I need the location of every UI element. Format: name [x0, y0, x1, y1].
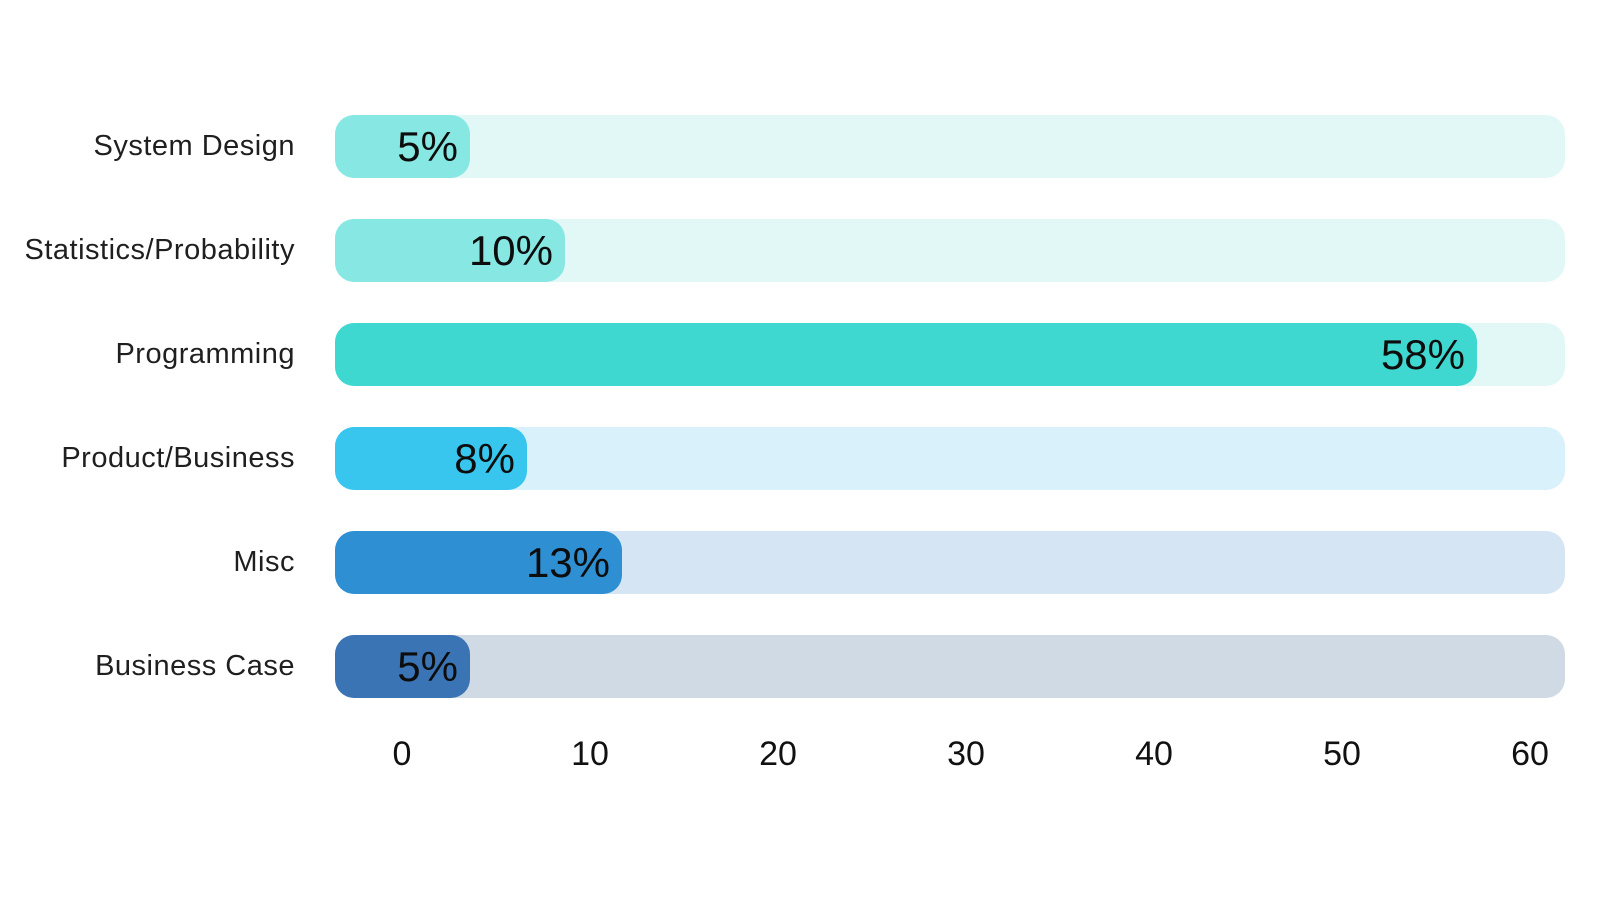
- category-label: Misc: [233, 546, 295, 578]
- bar-row: System Design 5%: [0, 115, 1565, 178]
- category-label: Statistics/Probability: [24, 234, 295, 266]
- bar-fill: 5%: [335, 635, 470, 698]
- bar-track: 5%: [335, 635, 1565, 698]
- x-axis: 0 10 20 30 40 50 60: [335, 732, 1565, 776]
- x-axis-tick-label: 40: [1135, 735, 1173, 773]
- bar-fill: 10%: [335, 219, 565, 282]
- bar-track: 13%: [335, 531, 1565, 594]
- bar-row: Programming 58%: [0, 323, 1565, 386]
- category-label: System Design: [93, 130, 295, 162]
- value-label: 13%: [525, 538, 610, 586]
- bar-track: 5%: [335, 115, 1565, 178]
- bar-fill: 13%: [335, 531, 622, 594]
- bar-row: Business Case 5%: [0, 635, 1565, 698]
- bar-fill: 5%: [335, 115, 470, 178]
- category-label: Business Case: [95, 650, 295, 682]
- bar-fill: 8%: [335, 427, 527, 490]
- value-label: 8%: [454, 434, 515, 482]
- value-label: 5%: [397, 642, 458, 690]
- bar-row: Statistics/Probability 10%: [0, 219, 1565, 282]
- bar-track: 58%: [335, 323, 1565, 386]
- bar-row: Misc 13%: [0, 531, 1565, 594]
- value-label: 58%: [1380, 330, 1465, 378]
- x-axis-tick-label: 60: [1511, 735, 1549, 773]
- value-label: 5%: [397, 122, 458, 170]
- x-axis-tick-label: 50: [1323, 735, 1361, 773]
- x-axis-tick-label: 10: [571, 735, 609, 773]
- bar-track: 10%: [335, 219, 1565, 282]
- category-label: Programming: [115, 338, 295, 370]
- category-label: Product/Business: [61, 442, 295, 474]
- x-axis-tick-label: 20: [759, 735, 797, 773]
- bar-track: 8%: [335, 427, 1565, 490]
- bar-fill: 58%: [335, 323, 1477, 386]
- bar-row: Product/Business 8%: [0, 427, 1565, 490]
- x-axis-tick-label: 30: [947, 735, 985, 773]
- chart-rows: System Design 5% Statistics/Probability 10%…: [0, 115, 1565, 739]
- x-axis-tick-label: 0: [392, 735, 412, 773]
- value-label: 10%: [468, 226, 553, 274]
